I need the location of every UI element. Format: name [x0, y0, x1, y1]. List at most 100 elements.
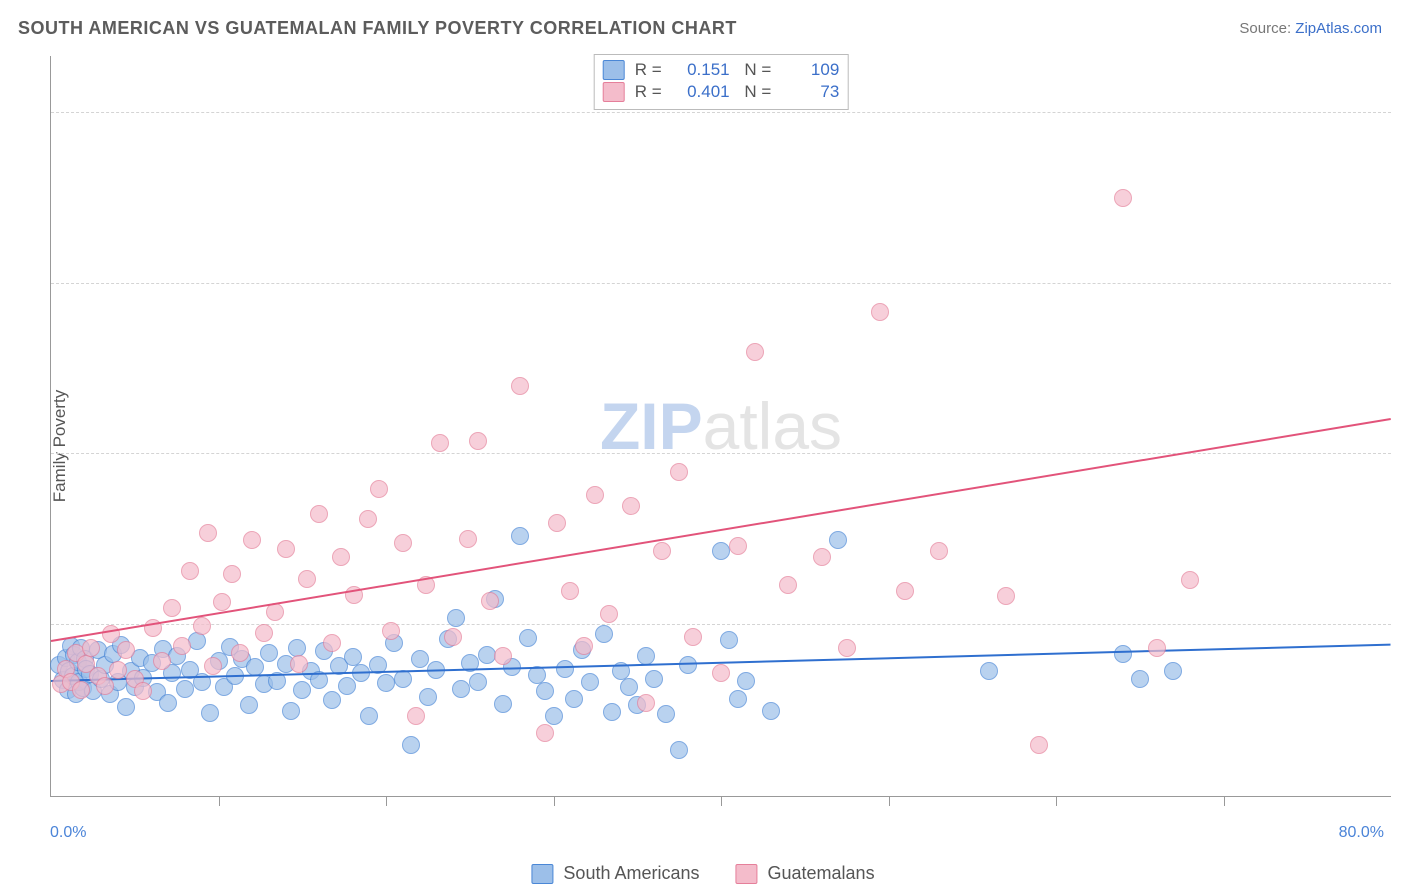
data-point [159, 694, 177, 712]
data-point [620, 678, 638, 696]
swatch-icon [603, 60, 625, 80]
data-point [444, 628, 462, 646]
gridline [51, 283, 1391, 284]
data-point [1114, 189, 1132, 207]
data-point [431, 434, 449, 452]
data-point [277, 540, 295, 558]
data-point [173, 637, 191, 655]
data-point [163, 599, 181, 617]
data-point [720, 631, 738, 649]
data-point [545, 707, 563, 725]
swatch-icon [531, 864, 553, 884]
data-point [637, 694, 655, 712]
swatch-icon [736, 864, 758, 884]
data-point [737, 672, 755, 690]
chart-title: SOUTH AMERICAN VS GUATEMALAN FAMILY POVE… [18, 18, 737, 39]
data-point [377, 674, 395, 692]
data-point [729, 690, 747, 708]
data-point [176, 680, 194, 698]
data-point [586, 486, 604, 504]
data-point [813, 548, 831, 566]
x-tick [554, 796, 555, 806]
data-point [1164, 662, 1182, 680]
data-point [1114, 645, 1132, 663]
data-point [459, 530, 477, 548]
x-tick [721, 796, 722, 806]
data-point [411, 650, 429, 668]
data-point [829, 531, 847, 549]
data-point [581, 673, 599, 691]
data-point [204, 657, 222, 675]
data-point [997, 587, 1015, 605]
data-point [670, 741, 688, 759]
data-point [419, 688, 437, 706]
data-point [657, 705, 675, 723]
data-point [481, 592, 499, 610]
data-point [96, 677, 114, 695]
data-point [536, 724, 554, 742]
data-point [181, 562, 199, 580]
data-point [370, 480, 388, 498]
data-point [1030, 736, 1048, 754]
data-point [153, 652, 171, 670]
data-point [293, 681, 311, 699]
data-point [478, 646, 496, 664]
gridline [51, 112, 1391, 113]
data-point [255, 624, 273, 642]
gridline [51, 453, 1391, 454]
data-point [511, 377, 529, 395]
x-tick [1056, 796, 1057, 806]
data-point [896, 582, 914, 600]
data-point [402, 736, 420, 754]
gridline [51, 624, 1391, 625]
legend-item: Guatemalans [736, 863, 875, 884]
data-point [201, 704, 219, 722]
x-tick [386, 796, 387, 806]
data-point [323, 634, 341, 652]
x-tick [219, 796, 220, 806]
stats-legend-row: R =0.401 N =73 [603, 81, 840, 103]
data-point [323, 691, 341, 709]
stats-legend: R =0.151 N =109 R =0.401 N =73 [594, 54, 849, 110]
series-legend: South Americans Guatemalans [531, 863, 874, 884]
data-point [637, 647, 655, 665]
data-point [447, 609, 465, 627]
x-tick [889, 796, 890, 806]
source-link[interactable]: ZipAtlas.com [1295, 20, 1382, 37]
source-label: Source: ZipAtlas.com [1239, 20, 1382, 37]
data-point [595, 625, 613, 643]
data-point [282, 702, 300, 720]
data-point [536, 682, 554, 700]
data-point [117, 641, 135, 659]
data-point [452, 680, 470, 698]
data-point [117, 698, 135, 716]
data-point [622, 497, 640, 515]
x-axis-max-label: 80.0% [1339, 824, 1384, 842]
data-point [1181, 571, 1199, 589]
data-point [243, 531, 261, 549]
data-point [930, 542, 948, 560]
data-point [494, 695, 512, 713]
data-point [1131, 670, 1149, 688]
data-point [712, 664, 730, 682]
data-point [670, 463, 688, 481]
data-point [469, 432, 487, 450]
data-point [548, 514, 566, 532]
data-point [359, 510, 377, 528]
data-point [645, 670, 663, 688]
data-point [407, 707, 425, 725]
data-point [565, 690, 583, 708]
data-point [231, 644, 249, 662]
x-axis-min-label: 0.0% [50, 824, 86, 842]
data-point [603, 703, 621, 721]
data-point [193, 617, 211, 635]
data-point [109, 661, 127, 679]
data-point [684, 628, 702, 646]
data-point [653, 542, 671, 560]
data-point [290, 655, 308, 673]
data-point [575, 637, 593, 655]
data-point [519, 629, 537, 647]
data-point [134, 682, 152, 700]
swatch-icon [603, 82, 625, 102]
data-point [223, 565, 241, 583]
